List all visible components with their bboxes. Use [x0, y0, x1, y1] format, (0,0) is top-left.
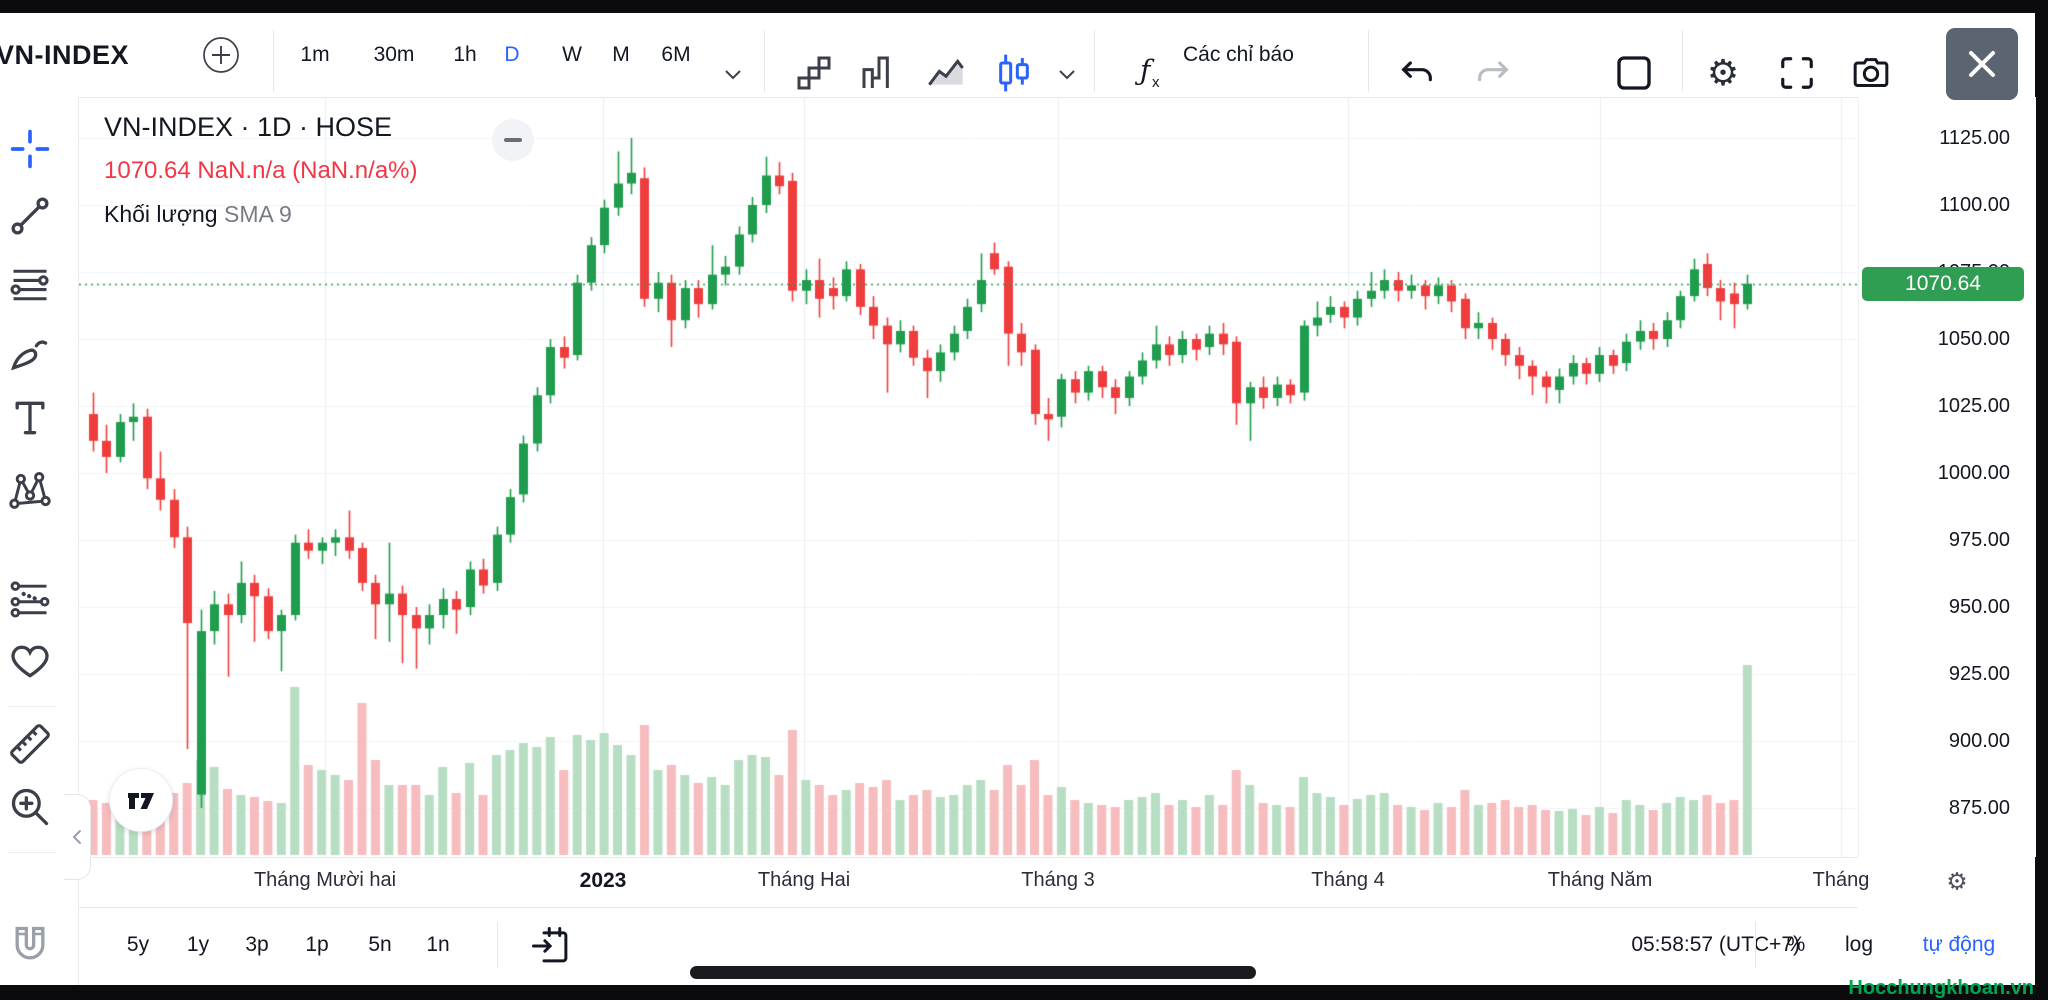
legend-volume-row: Khối lượng SMA 9	[104, 201, 418, 228]
range-button-3p[interactable]: 3p	[245, 933, 269, 956]
trend-line-icon[interactable]	[8, 194, 52, 238]
bottom-black-strip	[0, 985, 2048, 1000]
clock-display[interactable]: 05:58:57 (UTC+7)	[1631, 933, 1800, 956]
layout-icon[interactable]	[1614, 53, 1654, 93]
time-axis[interactable]: ⚙ Tháng Mười hai 2023 Tháng Hai Tháng 3 Thán…	[79, 857, 1968, 908]
close-button[interactable]	[1946, 28, 2018, 100]
separator	[764, 30, 765, 92]
brush-icon[interactable]	[7, 333, 53, 377]
text-tool-icon[interactable]	[8, 396, 52, 440]
top-toolbar: VN-INDEX 1m 30m 1h D W M 6M	[0, 13, 2035, 98]
add-symbol-icon[interactable]	[199, 33, 243, 77]
chart-style-dropdown-chevron[interactable]	[1057, 69, 1077, 81]
price-tick-label: 925.00	[1948, 663, 2010, 685]
chart-style-bars-icon[interactable]	[859, 53, 899, 93]
chart-legend: VN-INDEX · 1D · HOSE 1070.64 NaN.n/a (Na…	[104, 112, 418, 228]
redo-icon[interactable]	[1473, 53, 1513, 93]
right-black-strip	[2035, 0, 2048, 1000]
snapshot-camera-icon[interactable]	[1850, 53, 1892, 93]
xabcd-pattern-icon[interactable]	[7, 468, 53, 512]
symbol-title[interactable]: VN-INDEX	[0, 40, 130, 70]
tradingview-logo[interactable]	[109, 768, 173, 832]
site-watermark: Hocchungkhoan.vn	[1848, 977, 2034, 999]
indicators-button[interactable]: Các chỉ báo	[1183, 43, 1294, 66]
fx-indicators-icon[interactable]: ƒ x	[1128, 51, 1172, 95]
time-tick-label: Tháng Hai	[757, 869, 851, 891]
undo-icon[interactable]	[1397, 53, 1437, 93]
percent-scale-button[interactable]: %	[1786, 933, 1806, 956]
go-to-date-icon[interactable]	[530, 925, 572, 967]
price-tick-label: 975.00	[1948, 529, 2010, 551]
magnet-icon[interactable]	[8, 923, 52, 967]
crosshair-icon[interactable]	[8, 127, 52, 171]
interval-button-W[interactable]: W	[562, 43, 582, 66]
price-tick-label: 1025.00	[1937, 395, 2010, 417]
legend-collapse-button[interactable]	[492, 119, 534, 161]
time-tick-label: 2023	[579, 869, 627, 892]
time-tick-label: Tháng 4	[1311, 869, 1385, 891]
legend-symbol-title[interactable]: VN-INDEX · 1D · HOSE	[104, 112, 393, 142]
range-button-1y[interactable]: 1y	[186, 933, 210, 956]
time-tick-label: Tháng 3	[1021, 869, 1095, 891]
time-axis-settings-gear-icon[interactable]: ⚙	[1946, 868, 1968, 896]
price-tick-label: 875.00	[1948, 797, 2010, 819]
time-tick-label: Tháng Năm	[1547, 869, 1653, 891]
chart-style-candles-icon[interactable]	[994, 51, 1034, 95]
last-price-label: 1070.64	[1862, 266, 2024, 301]
separator	[497, 922, 498, 968]
price-tick-label: 1050.00	[1937, 328, 2010, 350]
interval-button-30m[interactable]: 30m	[373, 43, 415, 66]
zoom-in-icon[interactable]	[8, 785, 52, 829]
price-axis[interactable]: 1070.64 1125.001100.001075.001050.001025…	[1858, 97, 2036, 857]
separator	[1755, 922, 1756, 968]
toolbar-collapse-tab[interactable]	[64, 794, 91, 880]
chart-style-step-icon[interactable]	[794, 53, 834, 93]
time-tick-label: Tháng	[1812, 869, 1870, 891]
interval-button-M[interactable]: M	[612, 43, 630, 66]
sma-label[interactable]: SMA 9	[224, 201, 292, 227]
interval-button-D[interactable]: D	[504, 43, 520, 66]
price-chart-canvas[interactable]	[79, 97, 1858, 857]
top-black-strip	[0, 0, 2048, 13]
interval-button-6M[interactable]: 6M	[661, 43, 691, 66]
horizontal-lines-icon[interactable]	[7, 263, 53, 307]
legend-price-row: 1070.64 NaN.n/a (NaN.n/a%)	[104, 157, 418, 184]
horizontal-scrollbar-thumb[interactable]	[690, 966, 1256, 979]
divider	[8, 852, 56, 853]
chart-style-area-icon[interactable]	[925, 53, 967, 93]
range-button-5y[interactable]: 5y	[126, 933, 150, 956]
price-tick-label: 1000.00	[1937, 462, 2010, 484]
separator	[1682, 30, 1683, 92]
interval-button-1m[interactable]: 1m	[300, 43, 330, 66]
time-tick-label: Tháng Mười hai	[253, 869, 397, 891]
svg-text:x: x	[1152, 74, 1160, 91]
range-button-5n[interactable]: 5n	[368, 933, 392, 956]
range-button-1p[interactable]: 1p	[305, 933, 329, 956]
separator	[273, 30, 274, 92]
log-scale-button[interactable]: log	[1844, 933, 1874, 956]
volume-label[interactable]: Khối lượng	[104, 201, 218, 227]
settings-gear-icon[interactable]: ⚙	[1706, 52, 1740, 93]
favorites-heart-icon[interactable]	[7, 639, 53, 683]
price-tick-label: 1125.00	[1939, 127, 2010, 149]
interval-button-1h[interactable]: 1h	[453, 43, 477, 66]
chart-pane[interactable]	[79, 97, 1858, 857]
separator	[1368, 30, 1369, 92]
auto-scale-button[interactable]: tự động	[1922, 933, 1996, 956]
projection-icon[interactable]	[7, 577, 53, 621]
fullscreen-icon[interactable]	[1778, 54, 1816, 92]
price-tick-label: 1100.00	[1939, 194, 2010, 216]
bottom-toolbar: 5y 1y 3p 1p 5n 1n 05:58:57 (UTC+7) % log tự đ…	[79, 906, 2035, 985]
ruler-measure-icon[interactable]	[7, 722, 53, 766]
range-button-1n[interactable]: 1n	[426, 933, 450, 956]
price-tick-label: 900.00	[1948, 730, 2010, 752]
divider	[8, 706, 56, 707]
svg-text:ƒ: ƒ	[1134, 54, 1155, 87]
interval-dropdown-chevron[interactable]	[723, 69, 743, 81]
separator	[1094, 30, 1095, 92]
price-tick-label: 950.00	[1948, 596, 2010, 618]
